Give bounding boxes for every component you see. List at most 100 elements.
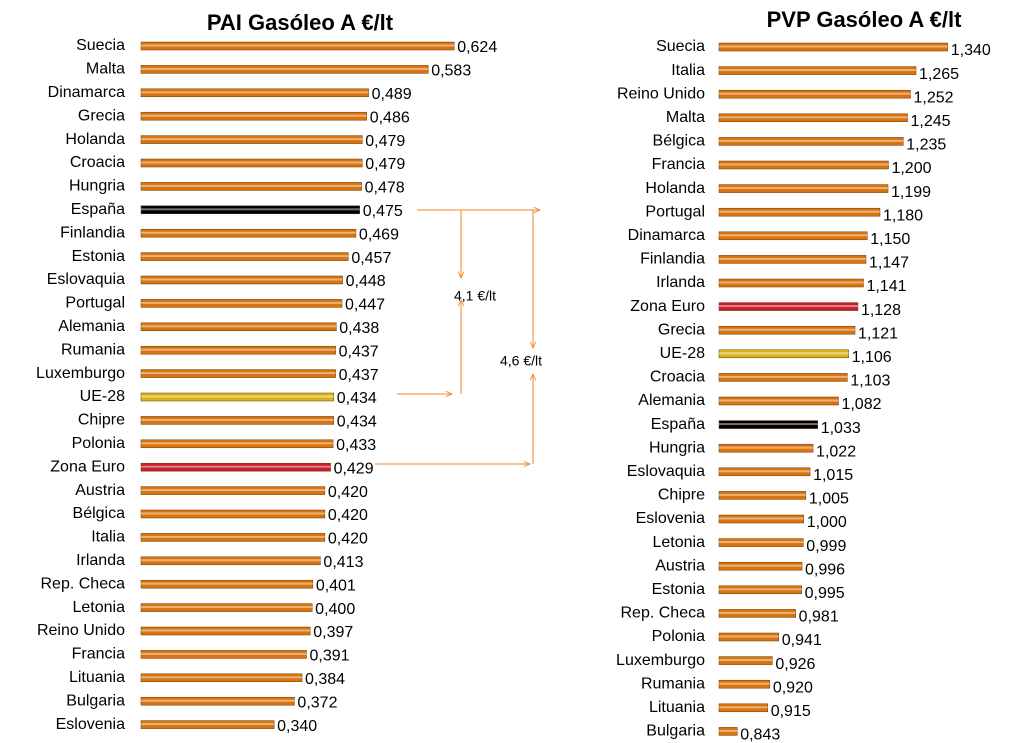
bar-highlight: [141, 278, 343, 281]
bar-highlight: [141, 114, 367, 117]
category-label: Eslovaquia: [627, 463, 705, 480]
bar: [718, 302, 859, 311]
bar: [718, 585, 802, 595]
value-label: 1,340: [951, 42, 991, 59]
value-label: 0,437: [339, 367, 379, 384]
category-label: Malta: [86, 61, 125, 78]
bar: [718, 349, 849, 359]
bar: [718, 420, 818, 429]
category-label: Finlandia: [60, 224, 125, 241]
category-label: Letonia: [73, 599, 126, 616]
value-label: 1,252: [913, 89, 953, 106]
bar: [140, 299, 343, 308]
value-label: 0,434: [337, 414, 377, 431]
category-label: Zona Euro: [50, 458, 125, 475]
bar: [140, 111, 367, 121]
bar-highlight: [141, 535, 325, 538]
category-label: Holanda: [65, 131, 125, 148]
value-label: 0,486: [370, 109, 410, 126]
category-label: Finlandia: [640, 251, 705, 268]
value-label: 1,199: [891, 184, 931, 201]
bar-highlight: [141, 395, 334, 398]
bar-highlight: [141, 723, 275, 726]
category-label: Portugal: [645, 203, 705, 220]
bar: [718, 538, 804, 547]
bar: [718, 89, 911, 99]
category-label: UE-28: [660, 345, 705, 362]
bar: [140, 369, 336, 378]
bar: [140, 533, 326, 542]
bar-highlight: [719, 706, 768, 709]
value-label: 0,478: [365, 180, 405, 197]
bar-highlight: [719, 399, 839, 402]
bar-highlight: [719, 257, 867, 260]
value-label: 0,433: [336, 437, 376, 454]
category-label: Rep. Checa: [41, 575, 126, 592]
bar: [718, 207, 881, 217]
category-label: Italia: [91, 529, 125, 546]
bar: [718, 679, 771, 689]
bar: [140, 65, 429, 74]
value-label: 1,147: [869, 255, 909, 272]
category-label: Eslovenia: [56, 716, 125, 733]
bar-highlight: [719, 446, 814, 449]
value-label: 1,015: [813, 467, 853, 484]
bar: [140, 673, 303, 683]
category-label: Chipre: [658, 487, 705, 504]
bar: [718, 727, 738, 736]
value-label: 1,200: [891, 160, 931, 177]
value-label: 0,429: [334, 460, 374, 477]
bar-highlight: [141, 699, 295, 702]
value-label: 0,340: [277, 718, 317, 735]
chart-title: PVP Gasóleo A €/lt: [767, 7, 962, 32]
bar-highlight: [719, 139, 904, 142]
bar-highlight: [141, 582, 313, 585]
category-label: Estonia: [72, 248, 125, 265]
bar-highlight: [719, 729, 738, 732]
category-label: Letonia: [653, 534, 706, 551]
value-label: 0,434: [337, 390, 377, 407]
category-label: Luxemburgo: [36, 365, 125, 382]
value-label: 1,082: [841, 396, 881, 413]
bar-highlight: [719, 45, 948, 48]
category-label: Dinamarca: [48, 84, 125, 101]
value-label: 0,372: [297, 694, 337, 711]
value-label: 1,235: [906, 137, 946, 154]
bar-highlight: [719, 541, 804, 544]
bar: [718, 113, 908, 123]
bar: [718, 609, 796, 618]
value-label: 0,438: [339, 320, 379, 337]
category-label: Grecia: [658, 321, 705, 338]
bar: [140, 626, 311, 636]
value-label: 1,180: [883, 207, 923, 224]
bar: [718, 66, 917, 75]
category-label: Malta: [666, 109, 705, 126]
bar: [718, 278, 864, 288]
bar-highlight: [719, 328, 855, 331]
bar-highlight: [719, 682, 770, 685]
category-label: Lituania: [649, 699, 705, 716]
bar-highlight: [141, 138, 363, 141]
bar: [140, 228, 357, 238]
category-label: Rep. Checa: [621, 605, 706, 622]
category-label: Holanda: [645, 180, 705, 197]
bar: [140, 416, 334, 425]
category-label: Bulgaria: [66, 692, 125, 709]
category-label: Italia: [671, 62, 705, 79]
bar-highlight: [141, 629, 311, 632]
value-label: 0,920: [773, 679, 813, 696]
bar: [718, 373, 848, 382]
category-label: Bélgica: [73, 505, 126, 522]
category-label: Luxemburgo: [616, 652, 705, 669]
bar: [718, 467, 811, 477]
category-label: Chipre: [78, 412, 125, 429]
value-label: 0,420: [328, 484, 368, 501]
value-label: 0,437: [339, 343, 379, 360]
category-label: Dinamarca: [628, 227, 705, 244]
value-label: 1,150: [870, 231, 910, 248]
value-label: 0,391: [309, 648, 349, 665]
bar-highlight: [719, 187, 889, 190]
bar-highlight: [141, 208, 360, 211]
bar-highlight: [141, 676, 303, 679]
